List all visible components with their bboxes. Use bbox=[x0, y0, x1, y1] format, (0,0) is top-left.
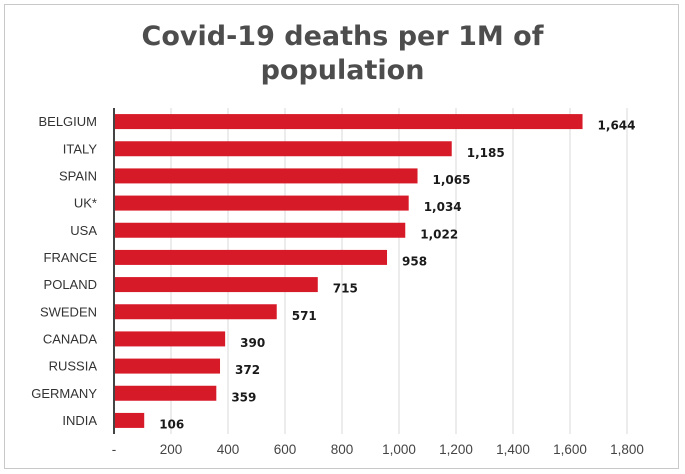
bar bbox=[114, 331, 226, 347]
bar bbox=[114, 385, 217, 401]
x-tick-label: 1,400 bbox=[496, 442, 530, 457]
bar bbox=[114, 222, 406, 238]
data-label: 390 bbox=[240, 336, 265, 350]
x-tick-label: 1,200 bbox=[439, 442, 473, 457]
x-tick-label: - bbox=[112, 442, 117, 457]
category-label: INDIA bbox=[62, 413, 97, 428]
data-label: 1,022 bbox=[420, 227, 458, 241]
category-label: RUSSIA bbox=[49, 359, 98, 374]
data-label: 958 bbox=[402, 254, 427, 268]
category-label: USA bbox=[70, 223, 97, 238]
category-label: SPAIN bbox=[59, 168, 97, 183]
x-tick-label: 800 bbox=[331, 442, 354, 457]
data-label: 715 bbox=[333, 282, 358, 296]
category-label: ITALY bbox=[63, 141, 98, 156]
bar bbox=[114, 249, 388, 265]
data-label: 571 bbox=[292, 309, 317, 323]
category-label: BELGIUM bbox=[38, 114, 97, 129]
bar bbox=[114, 114, 583, 130]
category-label: POLAND bbox=[44, 277, 97, 292]
category-label: GERMANY bbox=[31, 386, 97, 401]
chart-title: Covid-19 deaths per 1M of population bbox=[0, 20, 685, 88]
data-label: 106 bbox=[159, 417, 184, 431]
x-tick-label: 1,800 bbox=[610, 442, 644, 457]
x-tick-label: 1,600 bbox=[553, 442, 587, 457]
data-label: 372 bbox=[235, 363, 260, 377]
bar bbox=[114, 304, 277, 320]
data-label: 1,065 bbox=[433, 173, 471, 187]
x-tick-label: 1,000 bbox=[382, 442, 416, 457]
category-label: FRANCE bbox=[44, 250, 98, 265]
x-tick-label: 400 bbox=[217, 442, 240, 457]
data-label: 1,185 bbox=[467, 146, 505, 160]
chart-title-line-1: Covid-19 deaths per 1M of bbox=[141, 21, 544, 52]
bar bbox=[114, 195, 409, 211]
bar bbox=[114, 412, 145, 428]
category-label: CANADA bbox=[43, 331, 98, 346]
x-tick-label: 600 bbox=[274, 442, 297, 457]
bar bbox=[114, 168, 418, 184]
chart-title-line-2: population bbox=[260, 55, 425, 86]
bar bbox=[114, 277, 318, 293]
bar bbox=[114, 141, 452, 157]
data-label: 1,644 bbox=[598, 119, 636, 133]
data-label: 359 bbox=[231, 390, 256, 404]
category-label: SWEDEN bbox=[40, 304, 97, 319]
data-label: 1,034 bbox=[424, 200, 462, 214]
category-label: UK* bbox=[74, 196, 97, 211]
x-tick-label: 200 bbox=[160, 442, 183, 457]
bar bbox=[114, 358, 221, 374]
